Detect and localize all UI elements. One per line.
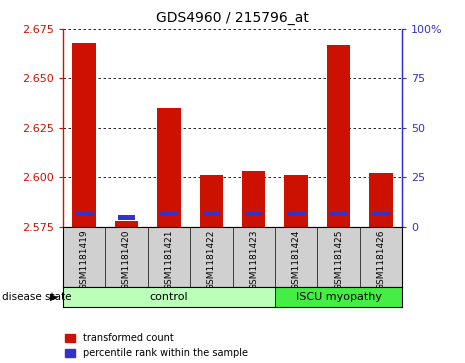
Text: GSM1181420: GSM1181420 (122, 230, 131, 290)
Bar (327, 45, 350, 227)
Bar (75, 212, 93, 216)
Bar (245, 212, 262, 216)
Bar (63, 287, 275, 307)
Text: control: control (150, 292, 188, 302)
Bar (242, 171, 266, 227)
Bar (203, 212, 220, 216)
Bar (369, 174, 392, 227)
Bar (73, 43, 96, 227)
Bar (372, 212, 390, 216)
Text: disease state: disease state (2, 292, 72, 302)
Text: GSM1181424: GSM1181424 (292, 230, 301, 290)
Bar (160, 212, 178, 216)
Text: GSM1181423: GSM1181423 (249, 230, 258, 290)
Bar (157, 108, 180, 227)
Title: GDS4960 / 215796_at: GDS4960 / 215796_at (156, 11, 309, 25)
Bar (275, 287, 402, 307)
Bar (115, 221, 138, 227)
Text: GSM1181422: GSM1181422 (207, 230, 216, 290)
Bar (330, 212, 347, 216)
Text: ▶: ▶ (50, 292, 58, 302)
Text: GSM1181425: GSM1181425 (334, 230, 343, 290)
Bar (287, 212, 305, 216)
Text: GSM1181426: GSM1181426 (377, 230, 385, 290)
Bar (199, 175, 223, 227)
Bar (118, 216, 135, 220)
Bar (285, 175, 308, 227)
Text: GSM1181421: GSM1181421 (164, 230, 173, 290)
Text: ISCU myopathy: ISCU myopathy (296, 292, 382, 302)
Text: GSM1181419: GSM1181419 (80, 230, 88, 290)
Legend: transformed count, percentile rank within the sample: transformed count, percentile rank withi… (65, 333, 248, 358)
